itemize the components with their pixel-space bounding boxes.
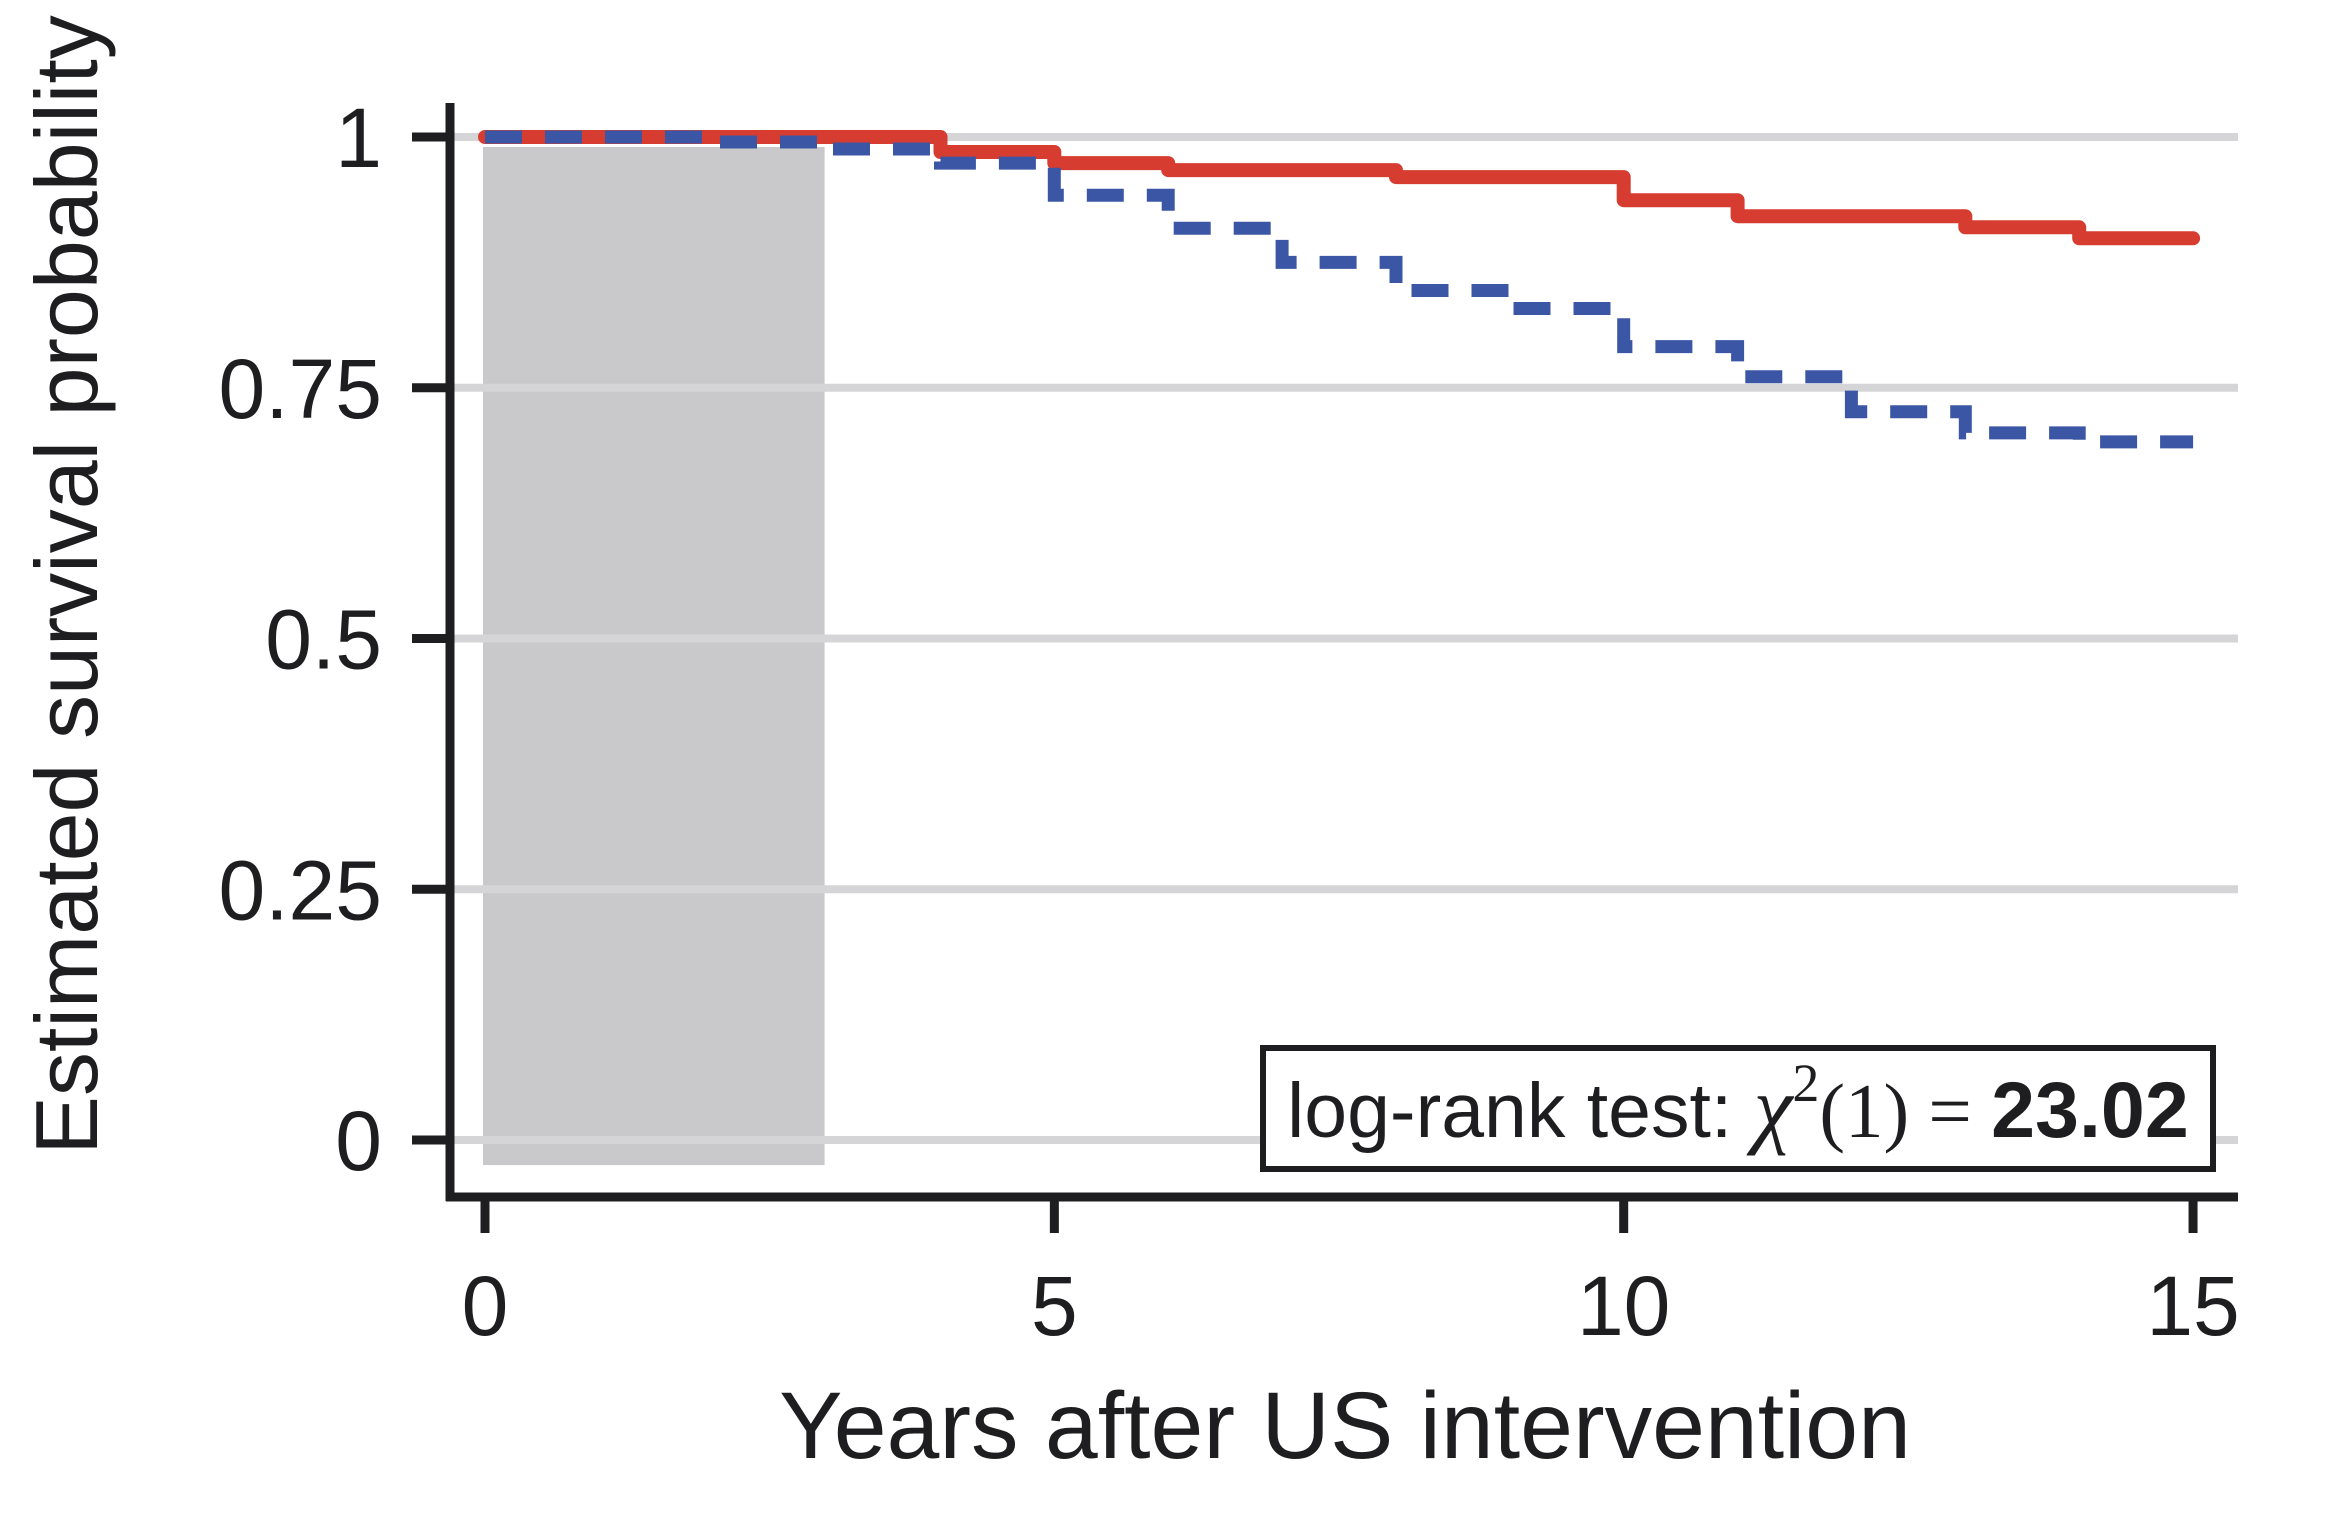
y-axis-title: Estimated survival probability bbox=[17, 15, 116, 1155]
log-rank-text-part: = bbox=[1909, 1068, 1991, 1154]
y-tick-label-0: 0 bbox=[335, 1094, 382, 1188]
blue-dashed-survival-curve bbox=[485, 130, 2194, 449]
log-rank-box bbox=[1260, 1045, 2216, 1172]
y-tick-label-0.25: 0.25 bbox=[219, 843, 383, 937]
log-rank-text-part: 2 bbox=[1792, 1053, 1819, 1113]
x-tick-label-5: 5 bbox=[1031, 1259, 1078, 1353]
log-rank-text-part: (1) bbox=[1819, 1068, 1909, 1154]
y-tick-label-1: 1 bbox=[335, 91, 382, 185]
log-rank-text-part: χ bbox=[1746, 1060, 1795, 1157]
log-rank-text-part: log-rank test: bbox=[1287, 1068, 1753, 1154]
red-solid-survival-curve bbox=[478, 130, 2201, 246]
y-tick-label-0.5: 0.5 bbox=[265, 593, 382, 687]
log-rank-text-part: 23.02 bbox=[1991, 1065, 2189, 1154]
x-tick-label-10: 10 bbox=[1577, 1259, 1670, 1353]
log-rank-text: log-rank test: χ2(1) = 23.02 bbox=[1287, 1053, 2189, 1157]
y-tick-label-0.75: 0.75 bbox=[219, 342, 383, 436]
x-tick-label-15: 15 bbox=[2146, 1259, 2239, 1353]
shaded-intervention-period-region bbox=[483, 147, 825, 1166]
x-tick-label-0: 0 bbox=[462, 1259, 509, 1353]
x-axis-title: Years after US intervention bbox=[779, 1373, 1911, 1479]
